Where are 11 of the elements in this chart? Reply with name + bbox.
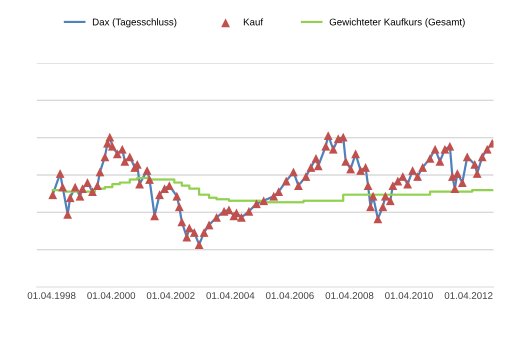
x-tick-label: 01.04.1998 [28,292,76,299]
x-tick-label: 01.04.2012 [444,292,492,299]
x-tick-label: 01.04.2004 [206,292,254,299]
x-tick-label: 01.04.2008 [326,292,374,299]
legend-label: Kauf [244,18,264,26]
legend-label: Gewichteter Kaufkurs (Gesamt) [330,18,465,28]
legend-label: Dax (Tagesschluss) [92,18,176,28]
x-tick-label: 01.04.2010 [385,292,433,299]
x-tick-label: 01.04.2000 [87,292,136,299]
x-tick-label: 01.04.2002 [146,292,195,299]
x-tick-label: 01.04.2006 [266,292,314,299]
